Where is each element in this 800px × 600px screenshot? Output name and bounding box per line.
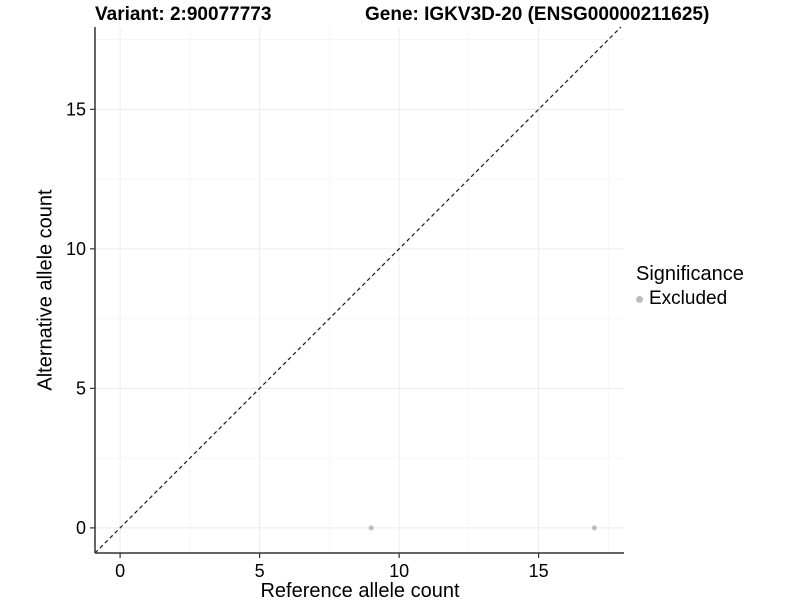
x-tick-label: 5 <box>255 561 265 581</box>
x-tick-label: 15 <box>529 561 549 581</box>
legend-point-icon <box>636 295 643 303</box>
gene-title: Gene: IGKV3D-20 (ENSG00000211625) <box>365 4 710 25</box>
x-tick-label: 10 <box>389 561 409 581</box>
data-point <box>591 525 597 531</box>
y-axis-label: Alternative allele count <box>34 189 57 391</box>
legend-title: Significance <box>636 263 744 285</box>
legend: Significance Excluded <box>636 262 744 310</box>
legend-item-excluded: Excluded <box>636 288 744 310</box>
y-tick-label: 15 <box>66 99 86 119</box>
variant-title: Variant: 2:90077773 <box>95 4 272 25</box>
y-tick-label: 0 <box>76 518 86 538</box>
x-axis-label: Reference allele count <box>260 580 460 600</box>
identity-line <box>94 26 622 554</box>
data-point <box>368 525 374 531</box>
y-tick-label: 5 <box>76 378 86 398</box>
y-tick-label: 10 <box>66 239 86 259</box>
legend-item-label: Excluded <box>649 288 728 309</box>
x-tick-label: 0 <box>115 561 125 581</box>
